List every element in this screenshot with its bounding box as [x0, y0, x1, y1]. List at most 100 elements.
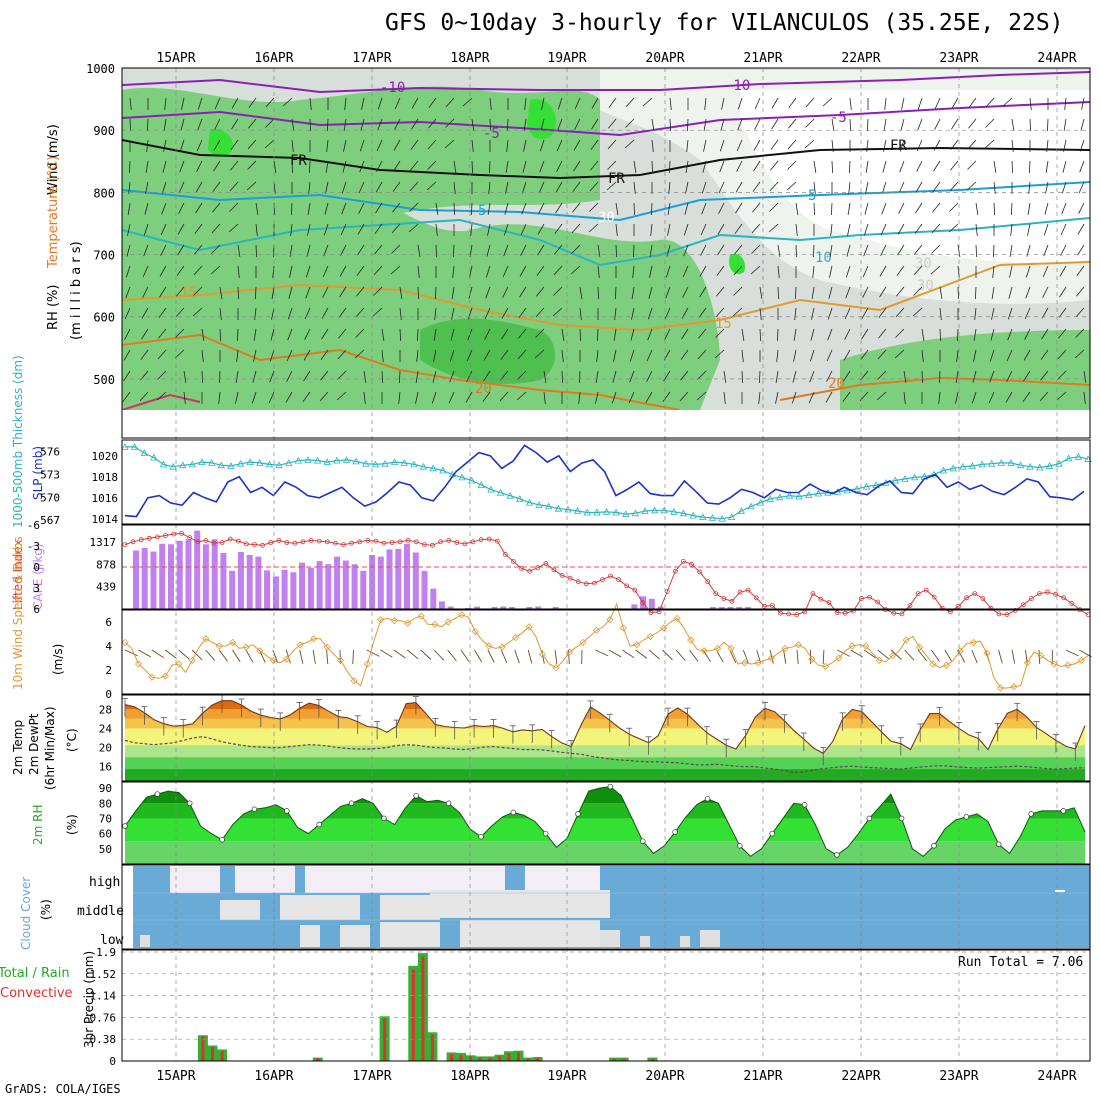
wind10-speed-marker — [417, 612, 425, 620]
wind-barb — [445, 118, 455, 128]
wind-barb — [483, 349, 491, 361]
wind-barb — [649, 265, 653, 278]
lifted-index-marker — [592, 580, 597, 586]
lifted-index-marker — [770, 603, 775, 608]
wind-barb — [741, 349, 744, 362]
wind-barb — [831, 139, 834, 152]
cape-bar — [202, 544, 209, 609]
wind10-barb — [433, 649, 445, 661]
wind-barb — [376, 139, 383, 152]
wind-barb — [916, 160, 923, 172]
wind-barb — [1061, 202, 1067, 215]
wind-barb — [252, 370, 257, 383]
wind10-barb — [689, 649, 699, 662]
contour-label-14: 30 — [598, 210, 615, 226]
wind-barb — [470, 223, 473, 236]
thickness-marker — [265, 460, 274, 468]
wind-barb — [759, 286, 763, 299]
lifted-index-marker — [179, 531, 185, 536]
wind-barb — [848, 181, 851, 194]
wind-barb — [570, 265, 581, 275]
wind-barb — [556, 160, 563, 172]
wind-barb — [411, 97, 419, 109]
thickness-marker — [708, 514, 717, 521]
wind-barb — [237, 286, 239, 300]
wind-barb — [701, 181, 707, 194]
wind-barb — [375, 202, 383, 214]
wind-barb — [898, 181, 905, 194]
precip-convective-bar — [430, 1034, 434, 1061]
wind-barb — [951, 118, 959, 130]
wind-barb — [340, 223, 347, 236]
wind-barb — [357, 223, 365, 235]
date-label-top-0: 15APR — [156, 51, 195, 66]
wind-barb — [751, 244, 761, 254]
wind-barb — [394, 118, 401, 130]
wind-barb — [827, 328, 833, 341]
contour-label-8: 5 — [808, 188, 816, 204]
wind-barb — [696, 391, 707, 401]
lifted-index-marker — [365, 538, 371, 543]
wind-barb — [1075, 328, 1085, 338]
wind-barb — [717, 244, 725, 256]
rh-band-1 — [125, 818, 1085, 842]
wind-barb — [1007, 307, 1013, 320]
wind10-speed-line — [124, 602, 1089, 689]
wind-barb — [484, 328, 491, 340]
wind10-barb — [783, 649, 787, 664]
wind-barb — [968, 97, 977, 108]
wind-barb — [813, 160, 817, 173]
thickness-tick-573: 573 — [40, 468, 60, 481]
wind-barb — [219, 328, 221, 342]
wind-barb — [631, 307, 635, 320]
wind-barb — [139, 391, 149, 402]
lifted-index-marker — [810, 591, 816, 596]
wind-barb — [452, 265, 455, 278]
wind-barb — [951, 97, 959, 109]
thickness-marker — [246, 458, 254, 465]
wind-barb — [931, 223, 941, 234]
wind-barb — [769, 181, 779, 192]
wind-barb — [813, 181, 816, 194]
thickness-marker — [159, 460, 168, 468]
cape-bar — [229, 570, 236, 609]
precip-convective-bar — [517, 1052, 520, 1061]
wind-barb — [849, 97, 852, 110]
wind-barb — [381, 328, 385, 341]
precip-tick-1.14: 1.14 — [90, 990, 117, 1003]
wind-barb — [201, 349, 204, 362]
wind-barb — [734, 244, 743, 255]
wind-barb — [392, 181, 401, 192]
wind-barb — [417, 244, 421, 257]
wind-barb — [175, 328, 185, 338]
wind-barb — [681, 328, 689, 340]
wind-barb — [453, 181, 456, 194]
lifted-index-marker — [1053, 591, 1058, 597]
wind-barb — [1011, 118, 1015, 131]
wind-barb — [915, 181, 923, 193]
pressure-tick-700: 700 — [93, 249, 115, 263]
wind-barb — [146, 139, 149, 152]
wind-barb — [876, 391, 887, 401]
wind-barb — [1006, 349, 1013, 362]
wind-barb — [489, 160, 491, 174]
contour-line-5 — [121, 261, 1091, 332]
lifted-index-marker — [373, 538, 379, 544]
wind-barb — [271, 307, 275, 320]
wind-barb — [147, 118, 149, 132]
wind10-barb — [622, 649, 635, 658]
wind10-speed-marker — [538, 650, 547, 658]
lifted-index-marker — [268, 540, 274, 545]
precip-convective-bar — [459, 1055, 463, 1061]
wind-barb — [248, 97, 257, 108]
wind-barb — [228, 223, 239, 233]
wind-barb — [255, 223, 258, 236]
rh-band-3 — [125, 786, 1085, 804]
thickness-marker — [410, 460, 418, 468]
wind-barb — [914, 223, 923, 234]
wind-barb — [718, 181, 725, 194]
lifted-index-marker — [405, 538, 411, 543]
wind-barb — [427, 139, 437, 150]
wind-barb — [847, 202, 851, 215]
